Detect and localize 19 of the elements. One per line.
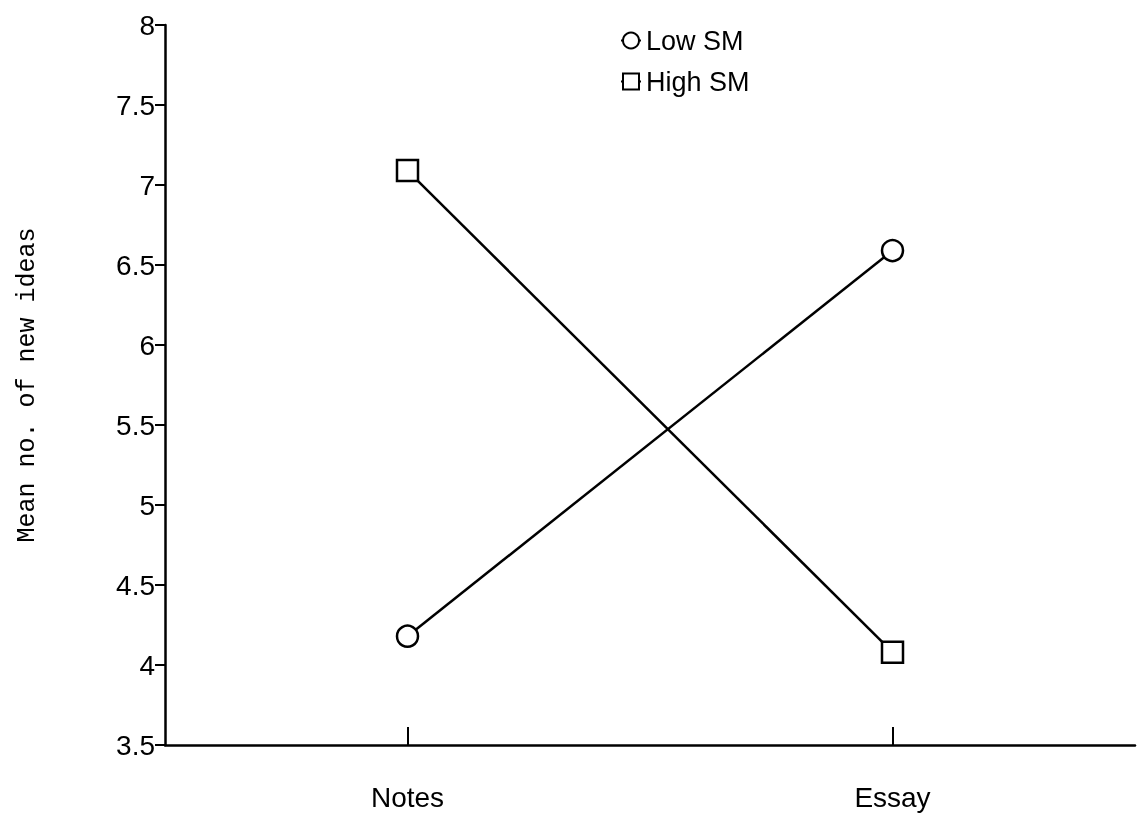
legend-label: High SM xyxy=(646,66,750,97)
y-tick-label: 5 xyxy=(139,489,155,521)
y-tick-label: 7 xyxy=(139,169,155,201)
y-tick-label: 8 xyxy=(139,9,155,41)
legend-label: Low SM xyxy=(646,25,744,56)
point xyxy=(395,624,420,648)
point xyxy=(880,640,905,664)
y-tick-label: 7.5 xyxy=(116,89,155,121)
y-tick-label: 4 xyxy=(139,649,155,681)
y-tick-label: 4.5 xyxy=(116,569,155,601)
y-tick-label: 6 xyxy=(139,329,155,361)
y-tick-label: 5.5 xyxy=(116,409,155,441)
y-tick-label: 6.5 xyxy=(116,249,155,281)
x-tick-label: Notes xyxy=(370,781,445,813)
y-axis-title: Mean no. of new ideas xyxy=(13,227,42,543)
point xyxy=(880,238,905,263)
y-tick-label: 3.5 xyxy=(116,729,155,761)
point xyxy=(395,158,420,183)
x-tick-label: Essay xyxy=(854,781,931,813)
